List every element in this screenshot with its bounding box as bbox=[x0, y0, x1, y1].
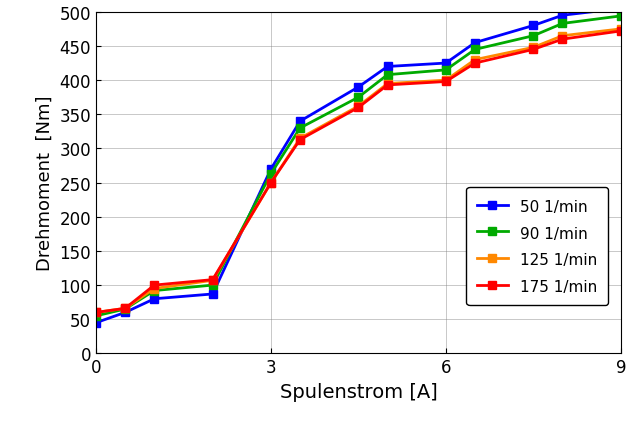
90 1/min bbox=[384, 73, 392, 78]
175 1/min bbox=[471, 61, 479, 66]
125 1/min bbox=[355, 104, 362, 109]
125 1/min bbox=[296, 136, 304, 141]
125 1/min bbox=[471, 58, 479, 63]
90 1/min bbox=[209, 283, 216, 288]
175 1/min bbox=[529, 48, 537, 53]
X-axis label: Spulenstrom [A]: Spulenstrom [A] bbox=[280, 382, 437, 401]
175 1/min bbox=[267, 181, 275, 186]
175 1/min bbox=[92, 310, 100, 315]
50 1/min bbox=[384, 65, 392, 70]
125 1/min bbox=[529, 46, 537, 51]
125 1/min bbox=[209, 278, 216, 283]
50 1/min bbox=[92, 320, 100, 325]
125 1/min bbox=[384, 82, 392, 87]
125 1/min bbox=[559, 34, 566, 39]
175 1/min bbox=[442, 80, 450, 85]
175 1/min bbox=[122, 306, 129, 311]
90 1/min bbox=[559, 22, 566, 27]
50 1/min bbox=[529, 24, 537, 29]
50 1/min bbox=[442, 61, 450, 66]
Line: 125 1/min: 125 1/min bbox=[92, 26, 625, 317]
125 1/min bbox=[617, 27, 625, 32]
90 1/min bbox=[471, 48, 479, 53]
50 1/min bbox=[150, 296, 158, 302]
125 1/min bbox=[92, 310, 100, 315]
Line: 90 1/min: 90 1/min bbox=[92, 13, 625, 320]
90 1/min bbox=[267, 172, 275, 177]
50 1/min bbox=[559, 14, 566, 19]
175 1/min bbox=[296, 138, 304, 143]
50 1/min bbox=[209, 292, 216, 297]
Line: 175 1/min: 175 1/min bbox=[92, 28, 625, 317]
90 1/min bbox=[296, 126, 304, 131]
90 1/min bbox=[617, 14, 625, 20]
175 1/min bbox=[384, 83, 392, 88]
90 1/min bbox=[442, 68, 450, 73]
125 1/min bbox=[150, 286, 158, 291]
125 1/min bbox=[442, 78, 450, 83]
90 1/min bbox=[529, 34, 537, 39]
Y-axis label: Drehmoment  [Nm]: Drehmoment [Nm] bbox=[36, 95, 54, 271]
125 1/min bbox=[122, 306, 129, 311]
175 1/min bbox=[617, 29, 625, 35]
50 1/min bbox=[471, 41, 479, 46]
Legend: 50 1/min, 90 1/min, 125 1/min, 175 1/min: 50 1/min, 90 1/min, 125 1/min, 175 1/min bbox=[467, 188, 608, 305]
175 1/min bbox=[150, 283, 158, 288]
90 1/min bbox=[355, 95, 362, 101]
125 1/min bbox=[267, 181, 275, 186]
50 1/min bbox=[267, 167, 275, 172]
50 1/min bbox=[617, 7, 625, 12]
90 1/min bbox=[92, 314, 100, 319]
175 1/min bbox=[355, 106, 362, 111]
175 1/min bbox=[559, 37, 566, 43]
50 1/min bbox=[122, 310, 129, 315]
50 1/min bbox=[296, 119, 304, 124]
50 1/min bbox=[355, 85, 362, 90]
Line: 50 1/min: 50 1/min bbox=[92, 5, 625, 327]
175 1/min bbox=[209, 277, 216, 282]
90 1/min bbox=[122, 307, 129, 312]
90 1/min bbox=[150, 288, 158, 294]
